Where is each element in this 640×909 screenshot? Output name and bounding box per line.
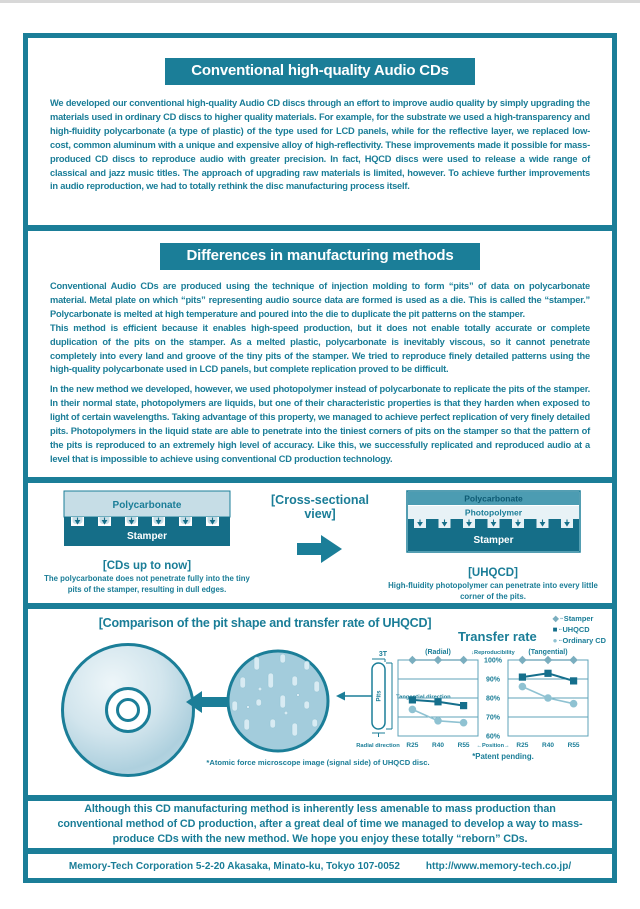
- series-ordinary-cd: [408, 705, 468, 727]
- disc-hub-hole: [116, 698, 140, 722]
- section-footer: Memory-Tech Corporation 5-2-20 Akasaka, …: [28, 854, 612, 878]
- svg-text:R25: R25: [516, 742, 528, 749]
- section-divider: [28, 477, 612, 483]
- svg-text:R25: R25: [406, 742, 418, 749]
- svg-text:↓Reproducibility: ↓Reproducibility: [471, 650, 515, 656]
- layer-label-stamper: Stamper: [473, 535, 513, 546]
- closing-statement: Although this CD manufacturing method is…: [57, 803, 583, 845]
- conventional-title: Conventional high-quality Audio CDs: [165, 58, 475, 85]
- stamper-pits-filled: [413, 519, 573, 528]
- pits-label: Pits: [377, 690, 383, 702]
- series-uhqcd: [518, 669, 578, 685]
- section-divider: [28, 795, 612, 801]
- legend-item-ordinary-cd: ● ·· Ordinary CD: [552, 636, 606, 645]
- conventional-body: We developed our conventional high-quali…: [50, 98, 590, 192]
- chart-legend: ◆ ·· Stamper ■ ·· UHQCD ● ·· Ordinary CD: [553, 613, 606, 646]
- svg-text:60%: 60%: [486, 733, 501, 740]
- section-closing: Although this CD manufacturing method is…: [28, 801, 612, 848]
- legend-item-uhqcd: ■ ·· UHQCD: [552, 625, 590, 634]
- cross-sectional-view-label: [Cross-sectional view]: [271, 493, 369, 521]
- layer-label-polycarbonate: Polycarbonate: [464, 494, 523, 504]
- section-divider: [28, 603, 612, 609]
- transfer-rate-charts: (Radial) R25 R40 R55 (Tangential) R25 R40 R55 ↓R…: [397, 649, 589, 749]
- disc-hub: [105, 687, 151, 733]
- top-gray-bar: [0, 0, 640, 3]
- svg-text:R40: R40: [542, 742, 554, 749]
- differences-title: Differences in manufacturing methods: [160, 243, 480, 270]
- stamper-pits: [71, 517, 219, 526]
- differences-para-2: In the new method we developed, however,…: [50, 384, 590, 464]
- svg-text:R40: R40: [432, 742, 444, 749]
- section-differences: Differences in manufacturing methods Con…: [28, 231, 612, 477]
- svg-text:←Position→: ←Position→: [476, 743, 509, 749]
- differences-para-1: Conventional Audio CDs are produced usin…: [50, 281, 590, 375]
- radial-direction-label: Radial direction: [356, 743, 400, 749]
- svg-text:R55: R55: [458, 742, 470, 749]
- series-stamper: [408, 655, 468, 665]
- uhqcd-description: High-fluidity photopolymer can penetrate…: [388, 581, 598, 601]
- svg-text:(Tangential): (Tangential): [528, 649, 567, 656]
- legend-item-stamper: ◆ ·· Stamper: [552, 614, 594, 623]
- transfer-rate-title: Transfer rate: [458, 629, 537, 644]
- layer-label-polycarbonate: Polycarbonate: [113, 500, 182, 511]
- uhqcd-caption: [UHQCD]: [468, 567, 518, 579]
- three-t-label: 3T: [379, 651, 388, 658]
- series-stamper: [518, 655, 578, 665]
- section-conventional: Conventional high-quality Audio CDs We d…: [28, 38, 612, 225]
- cross-section-middle: [Cross-sectional view]: [266, 490, 374, 570]
- cds-up-to-now-column: Polycarbonate Stamper [CDs up to now] Th…: [28, 490, 266, 595]
- svg-text:90%: 90%: [486, 676, 501, 683]
- svg-text:(Radial): (Radial): [425, 649, 451, 656]
- microscope-pit-view: [226, 649, 330, 753]
- measure-brackets: [372, 658, 393, 737]
- pit-shapes: [231, 653, 320, 737]
- microscope-note: *Atomic force microscope image (signal s…: [206, 758, 430, 767]
- comparison-title: [Comparison of the pit shape and transfe…: [98, 616, 432, 630]
- cds-up-to-now-diagram: Polycarbonate Stamper: [63, 490, 231, 546]
- layer-label-stamper: Stamper: [127, 531, 167, 542]
- uhqcd-diagram: Polycarbonate Photopolymer Stamper: [405, 490, 581, 553]
- right-arrow-icon: [297, 535, 342, 563]
- uhqcd-column: Polycarbonate Photopolymer Stamper [UHQC…: [374, 490, 612, 602]
- svg-text:R55: R55: [568, 742, 580, 749]
- patent-note: *Patent pending.: [472, 752, 534, 761]
- footer-address: Memory-Tech Corporation 5-2-20 Akasaka, …: [68, 860, 400, 872]
- series-uhqcd: [408, 696, 468, 710]
- footer-url: http://www.memory-tech.co.jp/: [425, 860, 572, 872]
- svg-text:100%: 100%: [484, 657, 503, 664]
- layer-label-photopolymer: Photopolymer: [464, 508, 522, 518]
- cd-disc: [61, 643, 195, 777]
- series-ordinary-cd: [518, 682, 578, 708]
- magnify-beam-icon: [186, 691, 234, 713]
- section-comparison: [Comparison of the pit shape and transfe…: [28, 609, 612, 795]
- section-cross-section: Polycarbonate Stamper [CDs up to now] Th…: [28, 483, 612, 603]
- main-frame: Conventional high-quality Audio CDs We d…: [23, 33, 617, 883]
- cds-up-to-now-description: The polycarbonate does not penetrate ful…: [44, 574, 250, 594]
- section-divider: [28, 225, 612, 231]
- section-divider: [28, 848, 612, 854]
- svg-text:70%: 70%: [486, 714, 501, 721]
- cds-up-to-now-caption: [CDs up to now]: [102, 560, 192, 572]
- svg-text:80%: 80%: [486, 695, 501, 702]
